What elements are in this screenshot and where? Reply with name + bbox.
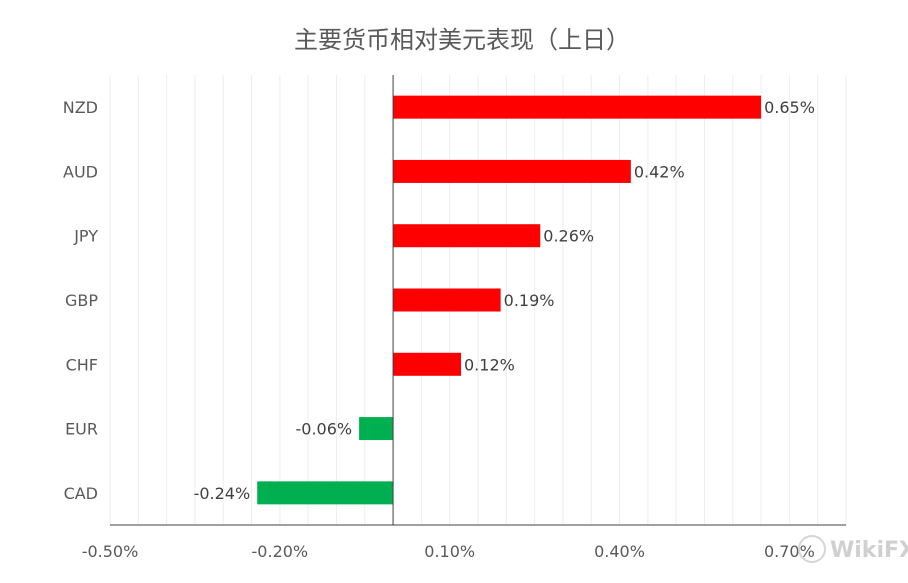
chart-title: 主要货币相对美元表现（上日） [294, 26, 630, 54]
x-tick-labels: -0.50% -0.20% 0.10% 0.40% 0.70% [82, 542, 815, 561]
bar-chf [393, 352, 462, 376]
watermark: WikiFX [798, 535, 908, 563]
data-label-eur: -0.06% [295, 420, 352, 439]
data-label-aud: 0.42% [634, 162, 685, 181]
category-label-gbp: GBP [65, 291, 98, 310]
x-tick-label: 0.40% [594, 542, 645, 561]
bar-eur [359, 417, 394, 441]
data-label-gbp: 0.19% [504, 291, 555, 310]
category-label-chf: CHF [66, 355, 98, 374]
x-tick-label: -0.20% [252, 542, 309, 561]
category-label-aud: AUD [63, 162, 98, 181]
category-labels: NZD AUD JPY GBP CHF EUR CAD [63, 98, 99, 503]
data-label-cad: -0.24% [194, 484, 251, 503]
x-tick-label: -0.50% [82, 542, 139, 561]
category-label-cad: CAD [64, 484, 98, 503]
bar-jpy [393, 224, 541, 248]
data-label-chf: 0.12% [464, 355, 515, 374]
data-label-jpy: 0.26% [543, 227, 594, 246]
watermark-logo-icon [798, 535, 826, 563]
bar-gbp [393, 288, 501, 312]
x-tick-label: 0.10% [424, 542, 475, 561]
bar-nzd [393, 95, 762, 119]
x-tick-label: 0.70% [764, 542, 815, 561]
category-label-jpy: JPY [73, 227, 98, 246]
bar-aud [393, 159, 631, 183]
data-label-nzd: 0.65% [764, 98, 815, 117]
watermark-text: WikiFX [830, 538, 908, 563]
category-label-nzd: NZD [63, 98, 98, 117]
category-label-eur: EUR [65, 420, 98, 439]
bars [257, 95, 762, 505]
bar-cad [257, 481, 394, 505]
data-labels: 0.65% 0.42% 0.26% 0.19% 0.12% -0.06% -0.24% [194, 98, 815, 503]
